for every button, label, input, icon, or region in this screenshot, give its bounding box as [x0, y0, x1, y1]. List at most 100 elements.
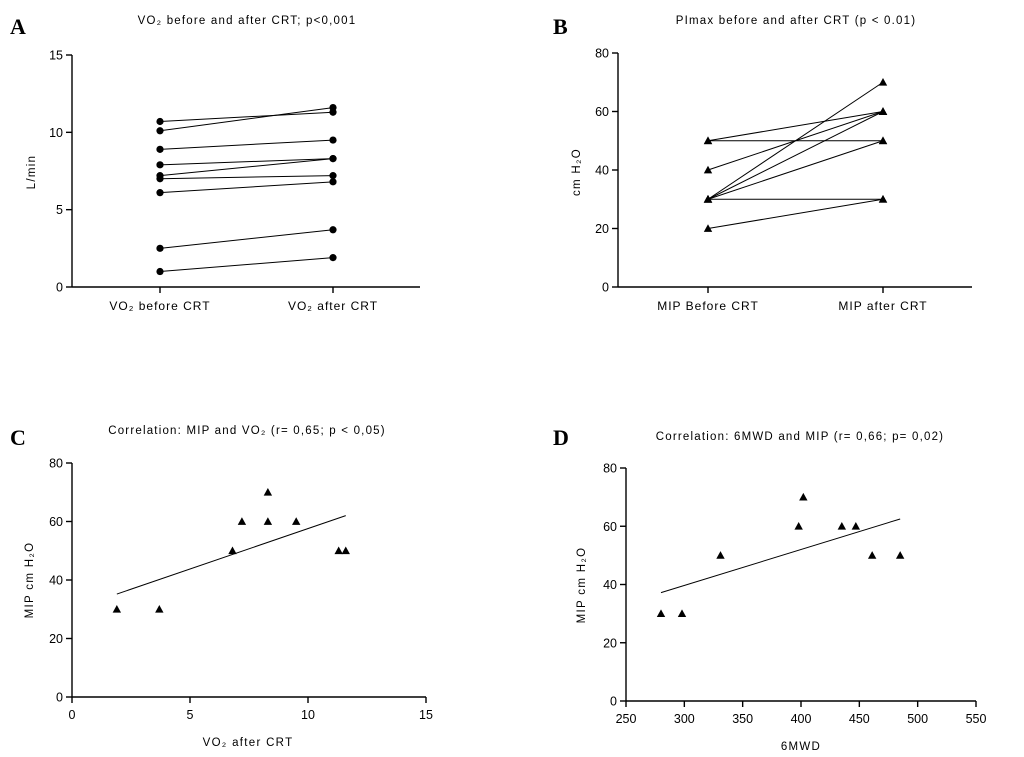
panel-a-point-after	[329, 226, 337, 234]
panel-a-point-after	[329, 155, 337, 163]
panel-b-pair-line	[707, 81, 884, 200]
panel-c-plot: 0 20 40 60 80 0 5 10 15	[49, 457, 433, 723]
panel-d-xtick-label: 250	[616, 712, 637, 726]
panel-c-point	[155, 605, 164, 613]
panel-a-ytick-label: 0	[56, 281, 63, 295]
panel-b-ytick-label: 80	[595, 47, 609, 61]
panel-a-ytick-label: 15	[49, 49, 63, 63]
panel-d-ytick-label: 20	[603, 636, 617, 650]
panel-b-point-before	[703, 224, 713, 232]
panel-d-xtick-label: 450	[849, 712, 870, 726]
panel-a-pair-line	[159, 181, 334, 194]
panel-c-point	[263, 517, 273, 525]
panel-a-pair-line	[159, 111, 334, 123]
panel-a-ylabel: L/min	[26, 155, 38, 190]
panel-a-pair-line	[159, 158, 334, 177]
panel-a-pair-line	[159, 139, 334, 150]
panel-c-xtick-label: 5	[187, 708, 194, 722]
panel-d-xtick-label: 550	[966, 712, 987, 726]
panel-c-xtick-label: 0	[69, 708, 76, 722]
panel-c-point	[263, 488, 273, 496]
panel-d-point	[716, 551, 725, 559]
panel-d-title: Correlation: 6MWD and MIP (r= 0,66; p= 0…	[656, 431, 944, 443]
panel-d-ytick-label: 0	[610, 695, 617, 709]
panel-b-pair-line	[707, 111, 884, 142]
panel-b-pair-line	[707, 140, 884, 200]
panel-b-ytick-label: 20	[595, 222, 609, 236]
panel-a-point-after	[329, 254, 337, 262]
panel-a-pair-line	[159, 229, 334, 249]
panel-a-point-before	[156, 267, 164, 276]
panel-d-point	[794, 522, 803, 530]
panel-d-xlabel: 6MWD	[781, 741, 821, 753]
panel-a-point-before	[156, 117, 164, 126]
panel-c-ytick-label: 20	[49, 632, 63, 646]
panel-c-ytick-label: 60	[49, 515, 63, 529]
panel-d-ylabel: MIP cm H₂O	[576, 547, 588, 624]
panel-label-a: A	[10, 14, 26, 39]
panel-b-ytick-label: 60	[595, 105, 609, 119]
panel-a-ytick-label: 5	[56, 203, 63, 217]
panel-c-point	[341, 546, 350, 555]
panel-a-title: VO₂ before and after CRT; p<0,001	[138, 15, 357, 27]
panel-label-b: B	[553, 14, 568, 39]
panel-a-point-after	[329, 172, 337, 180]
panel-b-point-before	[703, 165, 713, 174]
panel-d-point	[837, 522, 847, 530]
panel-d-point	[799, 492, 808, 501]
panel-b-title: PImax before and after CRT (p < 0.01)	[676, 15, 917, 27]
panel-d-ytick-label: 60	[603, 520, 617, 534]
panel-a-point-before	[156, 244, 164, 252]
panel-a-ytick-label: 10	[49, 126, 63, 140]
panel-a-category-after: VO₂ after CRT	[288, 299, 378, 313]
panel-c-ylabel: MIP cm H₂O	[24, 542, 36, 619]
panel-b-category-after: MIP after CRT	[838, 299, 927, 313]
panel-a-point-after	[329, 103, 337, 112]
panel-c-point	[228, 546, 237, 555]
panel-c-ytick-label: 0	[56, 691, 63, 705]
panel-b-point-after	[878, 78, 888, 86]
panel-a-category-before: VO₂ before CRT	[109, 299, 210, 313]
panel-c-ytick-label: 40	[49, 574, 63, 588]
panel-b-point-before	[703, 195, 713, 203]
panel-a-point-after	[329, 136, 337, 144]
panel-c-ytick-label: 80	[49, 457, 63, 471]
panel-d-plot: 0 20 40 60 80 250 300 350 400 450 500 550	[603, 462, 986, 727]
panel-d-xtick-label: 500	[907, 712, 928, 726]
panel-d-point	[895, 551, 905, 559]
panel-b-point-after	[878, 195, 888, 203]
panel-d-xtick-label: 350	[732, 712, 753, 726]
panel-c-point	[334, 546, 343, 555]
panel-b-pair-line	[707, 198, 884, 229]
panel-a-pair-line	[159, 107, 334, 132]
panel-a-point-before	[156, 127, 164, 135]
panel-b-ytick-label: 0	[602, 281, 609, 295]
panel-a-plot: 0 5 10 15	[49, 49, 420, 295]
panel-d-ytick-label: 40	[603, 578, 617, 592]
panel-c-xlabel: VO₂ after CRT	[203, 737, 294, 749]
panel-d-point	[677, 609, 687, 617]
panel-a-point-after	[329, 178, 337, 186]
panel-d-regression-line	[660, 518, 901, 594]
panel-a-pair-line	[159, 158, 334, 166]
panel-b-point-after	[878, 136, 888, 145]
panel-a-pair-line	[159, 257, 334, 273]
panel-c-title: Correlation: MIP and VO₂ (r= 0,65; p < 0…	[108, 425, 386, 437]
panel-d-point	[851, 522, 861, 530]
panel-b-category-before: MIP Before CRT	[657, 299, 759, 313]
panel-c-xtick-label: 15	[419, 708, 433, 722]
panel-d-xtick-label: 400	[791, 712, 812, 726]
panel-b-ylabel: cm H₂O	[571, 148, 583, 196]
panel-d-point	[656, 609, 666, 617]
panel-d-xtick-label: 300	[674, 712, 695, 726]
panel-a-point-before	[156, 161, 164, 169]
panel-c-point	[292, 517, 301, 525]
panel-a-point-before	[156, 189, 164, 197]
panel-b-plot: 0 20 40 60 80	[595, 47, 972, 295]
panel-a-pair-line	[159, 175, 334, 180]
panel-c-xtick-label: 10	[301, 708, 315, 722]
panel-a-point-before	[156, 175, 164, 183]
panel-d-point	[867, 551, 877, 559]
panel-b-point-after	[878, 107, 888, 115]
